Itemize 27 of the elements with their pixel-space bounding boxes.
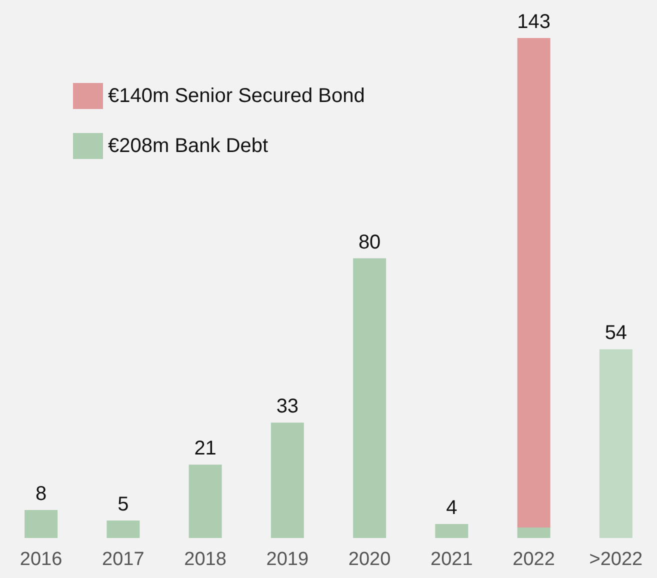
x-tick-label: 2022 — [512, 549, 555, 570]
bar — [188, 464, 222, 538]
x-tick-label: 2016 — [20, 549, 62, 570]
bar — [270, 422, 304, 538]
data-label: 8 — [36, 483, 47, 506]
bar — [24, 510, 58, 538]
bar — [599, 349, 632, 538]
legend-label: €208m Bank Debt — [108, 135, 269, 157]
x-tick-label: 2020 — [348, 549, 391, 570]
data-label: 5 — [118, 494, 129, 516]
data-label: 4 — [446, 497, 458, 520]
bar — [517, 528, 550, 538]
x-tick-label: 2021 — [430, 549, 473, 570]
data-label: 54 — [604, 322, 628, 344]
data-label: 80 — [358, 231, 381, 254]
x-tick-label: 2017 — [102, 549, 144, 570]
x-tick-label: 2018 — [184, 549, 226, 570]
bar — [353, 258, 386, 538]
legend-label: €140m Senior Secured Bond — [108, 85, 365, 107]
bar — [106, 520, 140, 538]
bar — [435, 524, 468, 538]
x-tick-label: 2019 — [266, 549, 309, 570]
data-label: 33 — [276, 396, 299, 418]
data-label: 21 — [194, 438, 216, 460]
x-tick-label: >2022 — [589, 549, 643, 570]
total-label: 143 — [517, 11, 550, 33]
bar — [517, 38, 550, 528]
